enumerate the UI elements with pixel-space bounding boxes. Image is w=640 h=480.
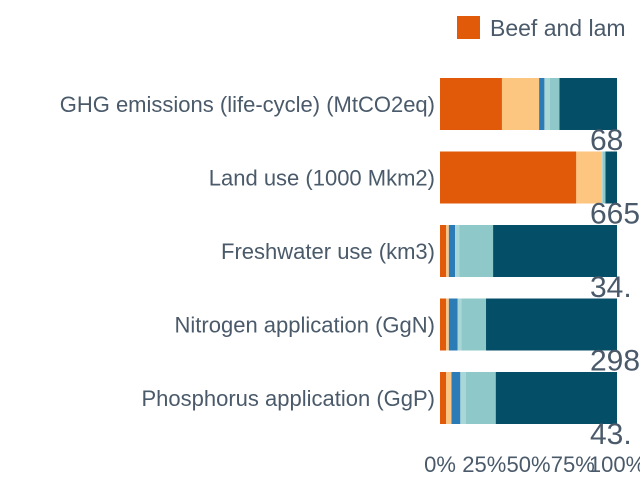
bar-segment [455,225,460,277]
bar-segment [440,151,577,204]
bar-segment [440,298,447,351]
bar-segment [549,78,560,130]
bar-segment [448,225,456,277]
bar-segment [601,151,603,204]
legend-label-beef-and-lamb: Beef and lam [490,15,626,41]
bar-segment [451,372,461,424]
bar-segment [446,225,449,277]
bar-segment [576,151,602,204]
x-tick-label: 75% [551,452,595,477]
bar-segment [493,225,617,277]
category-label: Land use (1000 Mkm2) [209,166,435,191]
x-tick-label: 25% [462,452,506,477]
bar-segment [457,298,462,351]
x-tick-label: 0% [424,452,456,477]
total-value-label: 298 [590,345,640,378]
bar-segment [465,372,496,424]
category-labels: GHG emissions (life-cycle) (MtCO2eq) Land… [60,92,435,411]
category-label: Freshwater use (km3) [221,239,435,264]
bar-segment [544,78,550,130]
category-label: Phosphorus application (GgP) [142,386,436,411]
bar-segment [440,372,447,424]
bar-segment [440,78,502,130]
bar-segment [448,298,458,351]
bar-segment [446,298,449,351]
bar-segment [459,225,494,277]
x-tick-label: 50% [506,452,550,477]
bar-segment [602,151,606,204]
legend-swatch-beef-and-lamb [457,16,480,39]
total-value-label: 68 [590,124,623,157]
total-labels: 68 665 34. 298 43. [590,124,640,451]
bars-group [440,78,617,424]
total-value-label: 34. [590,271,632,304]
bar-segment [501,78,540,130]
x-axis-tick-labels: 0% 25% 50% 75%100% [424,452,640,477]
bar-segment [495,372,617,424]
category-label: Nitrogen application (GgN) [175,313,435,338]
bar-segment [559,78,617,130]
bar-segment [539,78,545,130]
category-label: GHG emissions (life-cycle) (MtCO2eq) [60,92,435,117]
bar-segment [486,298,617,351]
bar-segment [440,225,447,277]
bar-segment [460,372,466,424]
x-tick-label: 100% [589,452,640,477]
total-value-label: 665 [590,198,640,231]
bar-segment [461,298,487,351]
bar-segment [605,151,617,204]
total-value-label: 43. [590,418,632,451]
bar-segment [446,372,452,424]
